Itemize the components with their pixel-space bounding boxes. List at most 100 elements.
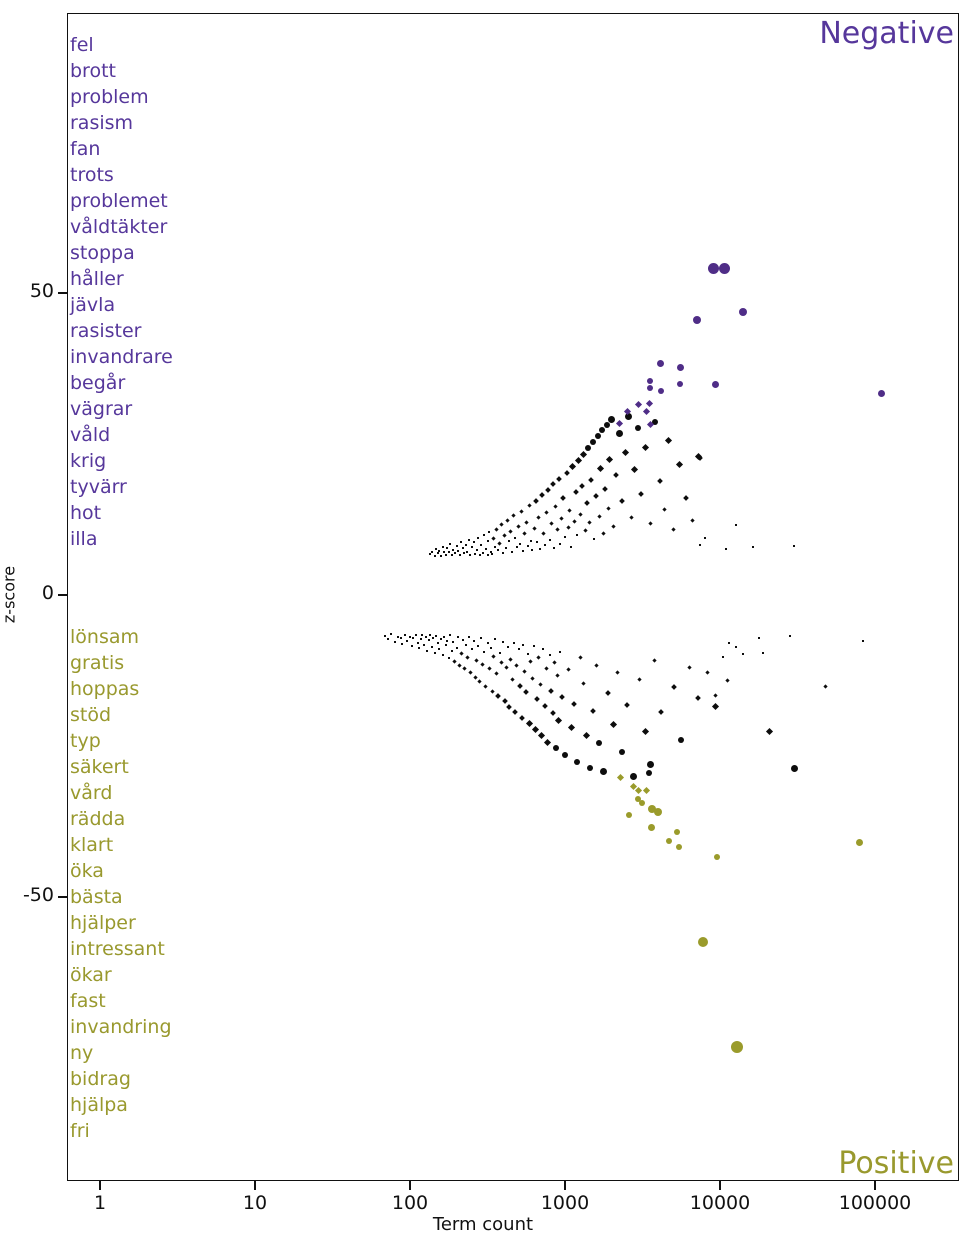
scatter-point-positive-background [499,659,504,665]
scatter-point-positive-background [441,654,444,657]
scatter-point-positive-background [467,635,470,638]
scatter-point-positive-highlight [675,843,682,850]
scatter-point-positive-background [490,688,495,694]
scatter-point-positive-background [494,638,497,641]
scatter-point-negative-background [488,531,491,534]
positive-term: bästa [70,886,123,908]
scatter-point-positive-background [430,645,433,648]
scatter-point-negative-background [570,545,573,548]
scatter-point-positive-background [486,666,492,671]
scatter-point-positive-background [528,659,534,664]
scatter-point-positive-background [533,645,535,648]
scatter-point-negative-background [505,518,510,523]
scatter-point-negative-background [576,534,579,537]
negative-term: håller [70,268,124,290]
scatter-point-negative-background [563,470,570,476]
scatter-point-negative-background [665,436,673,444]
plot-frame [67,13,959,1181]
scatter-point-negative-background [625,412,633,420]
scatter-point-negative-background [474,552,477,555]
scatter-point-positive-background [436,641,439,644]
scatter-point-negative-background [531,548,534,551]
negative-term: illa [70,528,98,550]
scatter-point-negative-background [569,463,577,471]
scatter-point-positive-background [387,638,390,641]
scatter-point-positive-background [503,665,509,670]
scatter-point-positive-background [788,635,791,638]
scatter-point-negative-background [529,539,532,542]
scatter-point-positive-background [390,633,393,636]
x-axis-tick-label: 10000 [689,1192,751,1214]
scatter-point-positive-background [508,656,513,662]
positive-term: hoppas [70,678,140,700]
scatter-point-negative-background [725,548,728,551]
scatter-point-negative-background [613,472,619,479]
scatter-point-negative-background [589,439,596,446]
scatter-point-positive-background [536,655,541,660]
scatter-point-negative-background [555,476,562,482]
scatter-point-positive-background [459,651,464,656]
scatter-point-positive-background [590,708,596,714]
scatter-point-positive-background [491,653,496,659]
scatter-point-positive-background [518,714,525,721]
scatter-point-negative-background [638,490,644,497]
scatter-point-negative-background [441,545,444,548]
scatter-point-negative-background [559,542,562,545]
scatter-point-positive-highlight [666,838,672,845]
negative-term: hot [70,502,102,524]
scatter-point-negative-background [478,554,481,557]
scatter-point-positive-background [418,647,421,650]
scatter-point-negative-background [703,537,706,540]
positive-term: stöd [70,704,112,726]
scatter-point-negative-background [549,481,556,488]
scatter-point-negative-background [553,504,558,509]
scatter-point-negative-background [597,464,605,472]
scatter-point-negative-background [511,550,514,553]
scatter-point-positive-background [596,739,603,746]
negative-term: begår [70,372,126,394]
scatter-point-positive-background [532,726,540,734]
scatter-point-positive-highlight [856,839,864,847]
x-axis-tick-label: 10 [242,1192,268,1214]
scatter-point-positive-background [559,694,565,700]
scatter-point-negative-background [575,457,583,465]
scatter-point-positive-background [757,637,760,640]
scatter-point-negative-highlight [738,307,747,316]
scatter-point-negative-background [599,427,606,434]
scatter-point-positive-background [483,684,489,689]
scatter-point-positive-highlight [643,787,651,795]
scatter-point-negative-background [491,536,496,541]
scatter-point-positive-background [567,724,575,732]
scatter-point-positive-background [495,693,502,699]
scatter-point-positive-background [384,635,387,638]
scatter-point-negative-background [697,455,703,462]
scatter-point-positive-background [498,651,501,654]
scatter-point-negative-background [596,514,602,519]
negative-term: rasism [70,112,134,134]
scatter-point-negative-background [536,515,541,520]
scatter-point-negative-background [656,478,663,485]
scatter-point-positive-background [722,655,725,658]
scatter-point-negative-background [579,483,585,490]
scatter-point-negative-highlight [677,381,683,388]
scatter-point-positive-background [474,658,479,663]
scatter-point-negative-background [499,522,504,528]
scatter-point-positive-background [438,647,441,650]
scatter-point-negative-background [629,515,634,520]
scatter-point-positive-background [489,647,492,650]
scatter-point-positive-background [619,749,626,756]
positive-term: typ [70,730,101,752]
x-axis-tick-label: 1 [93,1192,107,1214]
x-axis-tick-label: 1000 [540,1192,590,1214]
scatter-point-negative-background [793,545,796,548]
scatter-point-negative-background [603,421,610,428]
scatter-point-negative-background [532,497,539,504]
negative-term: jävla [70,294,116,316]
positive-term: öka [70,860,104,882]
positive-term: invandring [70,1016,172,1038]
scatter-point-positive-background [766,727,774,736]
scatter-point-positive-background [652,658,658,663]
scatter-point-negative-background [494,545,497,548]
scatter-point-positive-background [552,660,557,665]
